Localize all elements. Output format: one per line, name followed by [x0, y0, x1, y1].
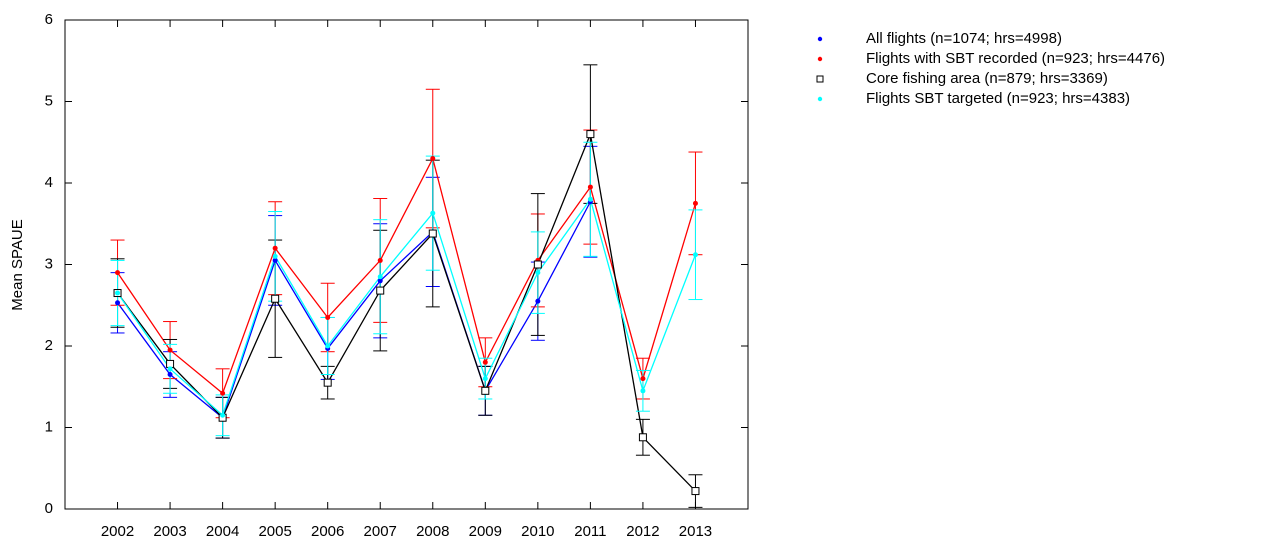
legend-label: All flights (n=1074; hrs=4998)	[866, 30, 1062, 47]
legend: All flights (n=1074; hrs=4998) Flights wi…	[816, 30, 1165, 107]
series-line	[117, 131, 696, 492]
point	[377, 257, 383, 263]
legend-marker	[817, 96, 823, 102]
legend-marker	[817, 36, 823, 42]
point	[272, 253, 278, 259]
x-tick-label: 2004	[206, 523, 239, 540]
point	[586, 130, 595, 139]
point	[535, 298, 541, 304]
x-tick-label: 2007	[364, 523, 397, 540]
x-tick-label: 2002	[101, 523, 134, 540]
point	[692, 200, 698, 206]
y-tick-label: 0	[45, 500, 53, 517]
point	[377, 274, 383, 280]
point	[428, 229, 437, 238]
point	[220, 412, 226, 418]
y-tick-label: 1	[45, 418, 53, 435]
point	[115, 300, 121, 306]
point	[482, 359, 488, 365]
point	[691, 487, 700, 496]
point	[638, 433, 647, 442]
point	[481, 386, 490, 395]
y-tick-label: 3	[45, 255, 53, 272]
point	[325, 343, 331, 349]
legend-marker	[816, 75, 824, 83]
point	[482, 376, 488, 382]
x-tick-label: 2006	[311, 523, 344, 540]
series-line	[117, 197, 697, 417]
y-tick-label: 5	[45, 92, 53, 109]
x-tick-label: 2005	[258, 523, 291, 540]
x-tick-label: 2013	[679, 523, 712, 540]
point	[325, 314, 331, 320]
point	[167, 347, 173, 353]
x-tick-label: 2012	[626, 523, 659, 540]
y-axis-label: Mean SPAUE	[9, 219, 26, 310]
legend-label: Flights SBT targeted (n=923; hrs=4383)	[866, 90, 1130, 107]
x-tick-label: 2010	[521, 523, 554, 540]
point	[533, 260, 542, 269]
point	[272, 245, 278, 251]
point	[535, 270, 541, 276]
x-tick-label: 2008	[416, 523, 449, 540]
point	[167, 366, 173, 372]
point	[377, 278, 383, 284]
y-tick-label: 4	[45, 174, 53, 191]
point	[692, 252, 698, 258]
y-tick-label: 2	[45, 337, 53, 354]
point	[430, 156, 436, 162]
y-tick-label: 6	[45, 11, 53, 28]
point	[640, 388, 646, 394]
point	[220, 390, 226, 396]
x-tick-label: 2009	[469, 523, 502, 540]
point	[115, 290, 121, 296]
point	[587, 196, 593, 202]
x-tick-label: 2003	[153, 523, 186, 540]
legend-marker	[817, 56, 823, 62]
point	[640, 376, 646, 382]
series-line	[117, 201, 591, 419]
point	[587, 184, 593, 190]
point	[323, 378, 332, 387]
point	[272, 257, 278, 263]
series-line	[117, 156, 697, 395]
x-tick-label: 2011	[574, 523, 606, 540]
legend-label: Core fishing area (n=879; hrs=3369)	[866, 70, 1108, 87]
point	[430, 210, 436, 216]
point	[376, 286, 385, 295]
point	[271, 294, 280, 303]
point	[115, 270, 121, 276]
legend-label: Flights with SBT recorded (n=923; hrs=44…	[866, 50, 1165, 67]
point	[167, 372, 173, 378]
